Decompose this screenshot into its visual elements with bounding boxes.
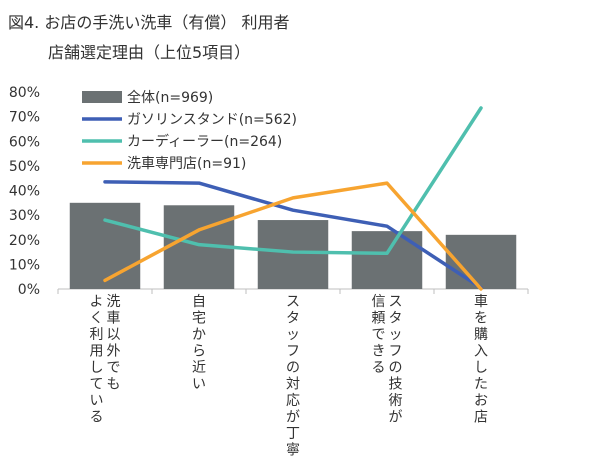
y-tick-label: 10% — [9, 257, 40, 273]
series-line — [103, 180, 483, 290]
x-category-label: よく利用している — [90, 294, 104, 426]
y-tick-label: 20% — [9, 233, 40, 249]
legend-label: ガソリンスタンド(n=562) — [127, 112, 297, 128]
x-category-label: スタッフの対応が丁寧 — [286, 294, 300, 459]
series-line — [103, 181, 483, 291]
x-category-label: 車を購入したお店 — [474, 293, 488, 426]
bar — [69, 202, 141, 289]
y-tick-label: 30% — [9, 208, 40, 224]
x-category-label: 洗車以外でも — [107, 294, 121, 393]
legend-label: 洗車専門店(n=91) — [127, 155, 246, 172]
chart-title: 図4. お店の手洗い洗車（有償） 利用者 店舗選定理由（上位5項目） — [8, 8, 289, 68]
legend-label: 全体(n=969) — [127, 89, 213, 106]
x-category-label: スタッフの技術が — [389, 294, 403, 426]
y-tick-label: 70% — [9, 110, 40, 126]
x-category-label: 信頼できる — [372, 294, 386, 376]
chart-title-line1: 図4. お店の手洗い洗車（有償） 利用者 — [8, 13, 290, 32]
y-tick-label: 50% — [9, 159, 40, 175]
y-tick-label: 80% — [9, 85, 40, 101]
legend-swatch — [82, 91, 122, 103]
chart-title-line2: 店舗選定理由（上位5項目） — [48, 43, 251, 62]
legend-label: カーディーラー(n=264) — [127, 133, 282, 150]
y-tick-label: 60% — [9, 134, 40, 150]
bar — [351, 231, 423, 289]
y-tick-label: 0% — [18, 282, 40, 298]
bar — [257, 220, 329, 289]
series-line — [103, 106, 483, 256]
y-tick-label: 40% — [9, 184, 40, 200]
x-category-label: 自宅から近い — [192, 294, 206, 393]
